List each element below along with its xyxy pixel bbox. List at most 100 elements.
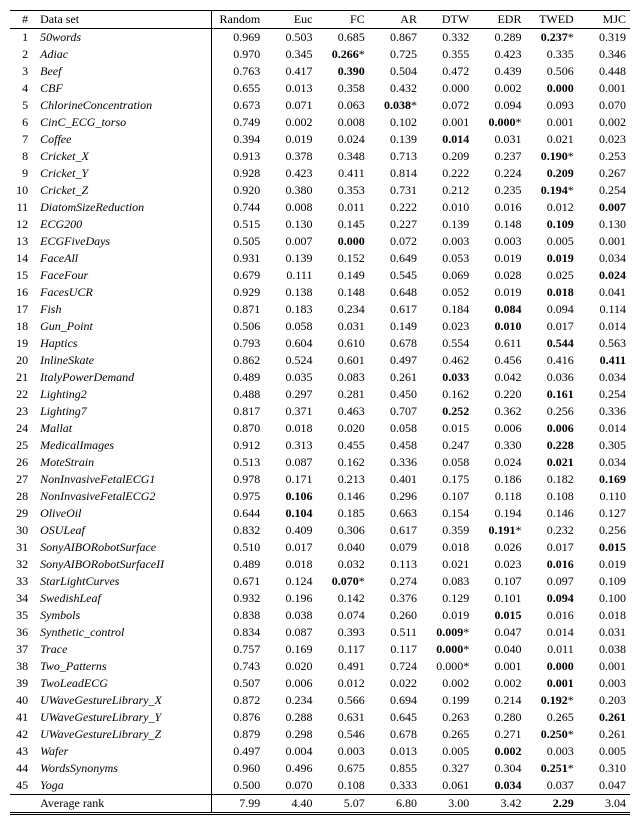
- value-cell: 0.417: [264, 63, 316, 80]
- value-cell: 0.867: [369, 29, 421, 47]
- value-cell: 0.472: [421, 63, 473, 80]
- value-cell: 0.462: [421, 352, 473, 369]
- value-cell: 0.744: [212, 199, 264, 216]
- dataset-name: UWaveGestureLibrary_Y: [36, 709, 212, 726]
- value-cell: 0.171: [264, 471, 316, 488]
- row-index: 37: [10, 641, 36, 658]
- value-cell: 0.014: [525, 624, 577, 641]
- value-cell: 0.108: [316, 777, 368, 795]
- value-cell: 0.289: [473, 29, 525, 47]
- dataset-name: Mallat: [36, 420, 212, 437]
- row-index: 21: [10, 369, 36, 386]
- value-cell: 0.162: [421, 386, 473, 403]
- value-cell: 0.053: [421, 250, 473, 267]
- value-cell: 0.000: [316, 233, 368, 250]
- value-cell: 0.014: [578, 318, 630, 335]
- value-cell: 0.124: [264, 573, 316, 590]
- value-cell: 0.380: [264, 182, 316, 199]
- value-cell: 0.117: [316, 641, 368, 658]
- value-cell: 0.194: [525, 182, 577, 199]
- dataset-name: NonInvasiveFetalECG1: [36, 471, 212, 488]
- value-cell: 0.871: [212, 301, 264, 318]
- value-cell: 0.263: [421, 709, 473, 726]
- table-row: 4CBF0.6550.0130.3580.4320.0000.0020.0000…: [10, 80, 630, 97]
- row-index: 15: [10, 267, 36, 284]
- value-cell: 0.034: [578, 454, 630, 471]
- value-cell: 0.604: [264, 335, 316, 352]
- row-index: 27: [10, 471, 36, 488]
- table-row: 13ECGFiveDays0.5050.0070.0000.0720.0030.…: [10, 233, 630, 250]
- value-cell: 0.169: [264, 641, 316, 658]
- value-cell: 0.019: [421, 607, 473, 624]
- value-cell: 0.355: [421, 46, 473, 63]
- value-cell: 0.087: [264, 624, 316, 641]
- value-cell: 0.032: [316, 556, 368, 573]
- table-row: 9Cricket_Y0.9280.4230.4110.8140.2220.224…: [10, 165, 630, 182]
- value-cell: 0.298: [264, 726, 316, 743]
- value-cell: 0.912: [212, 437, 264, 454]
- value-cell: 0.019: [525, 250, 577, 267]
- dataset-name: Symbols: [36, 607, 212, 624]
- value-cell: 0.040: [316, 539, 368, 556]
- value-cell: 0.524: [264, 352, 316, 369]
- value-cell: 0.084: [473, 301, 525, 318]
- value-cell: 0.749: [212, 114, 264, 131]
- dataset-name: SwedishLeaf: [36, 590, 212, 607]
- value-cell: 0.182: [525, 471, 577, 488]
- row-index: 7: [10, 131, 36, 148]
- value-cell: 0.327: [421, 760, 473, 777]
- value-cell: 0.079: [369, 539, 421, 556]
- value-cell: 0.838: [212, 607, 264, 624]
- dataset-name: Synthetic_control: [36, 624, 212, 641]
- value-cell: 0.009: [421, 624, 473, 641]
- value-cell: 0.694: [369, 692, 421, 709]
- value-cell: 0.008: [264, 199, 316, 216]
- value-cell: 0.138: [264, 284, 316, 301]
- value-cell: 0.001: [473, 658, 525, 675]
- dataset-name: Cricket_X: [36, 148, 212, 165]
- value-cell: 0.970: [212, 46, 264, 63]
- dataset-name: Wafer: [36, 743, 212, 760]
- value-cell: 0.288: [264, 709, 316, 726]
- avg-value: 4.40: [264, 795, 316, 814]
- value-cell: 0.074: [316, 607, 368, 624]
- dataset-name: TwoLeadECG: [36, 675, 212, 692]
- value-cell: 0.109: [525, 216, 577, 233]
- table-row: 44WordsSynonyms0.9600.4960.6750.8550.327…: [10, 760, 630, 777]
- value-cell: 0.497: [212, 743, 264, 760]
- dataset-name: MoteStrain: [36, 454, 212, 471]
- value-cell: 0.234: [264, 692, 316, 709]
- value-cell: 0.510: [212, 539, 264, 556]
- value-cell: 0.281: [316, 386, 368, 403]
- value-cell: 0.265: [421, 726, 473, 743]
- row-index: 2: [10, 46, 36, 63]
- value-cell: 0.191: [473, 522, 525, 539]
- value-cell: 0.928: [212, 165, 264, 182]
- value-cell: 0.409: [264, 522, 316, 539]
- row-index: 13: [10, 233, 36, 250]
- value-cell: 0.058: [421, 454, 473, 471]
- value-cell: 0.359: [421, 522, 473, 539]
- col-dtw: DTW: [421, 11, 473, 29]
- value-cell: 0.129: [421, 590, 473, 607]
- value-cell: 0.101: [473, 590, 525, 607]
- table-row: 45Yoga0.5000.0700.1080.3330.0610.0340.03…: [10, 777, 630, 795]
- value-cell: 0.305: [578, 437, 630, 454]
- dataset-name: Lighting7: [36, 403, 212, 420]
- value-cell: 0.196: [264, 590, 316, 607]
- value-cell: 0.371: [264, 403, 316, 420]
- value-cell: 0.724: [369, 658, 421, 675]
- value-cell: 0.013: [369, 743, 421, 760]
- value-cell: 0.041: [578, 284, 630, 301]
- value-cell: 0.000: [421, 80, 473, 97]
- avg-value: 3.42: [473, 795, 525, 814]
- value-cell: 0.162: [316, 454, 368, 471]
- value-cell: 0.280: [473, 709, 525, 726]
- table-row: 37Trace0.7570.1690.1170.1170.0000.0400.0…: [10, 641, 630, 658]
- value-cell: 0.725: [369, 46, 421, 63]
- value-cell: 0.017: [525, 539, 577, 556]
- value-cell: 0.969: [212, 29, 264, 47]
- value-cell: 0.296: [369, 488, 421, 505]
- value-cell: 0.348: [316, 148, 368, 165]
- row-index: 10: [10, 182, 36, 199]
